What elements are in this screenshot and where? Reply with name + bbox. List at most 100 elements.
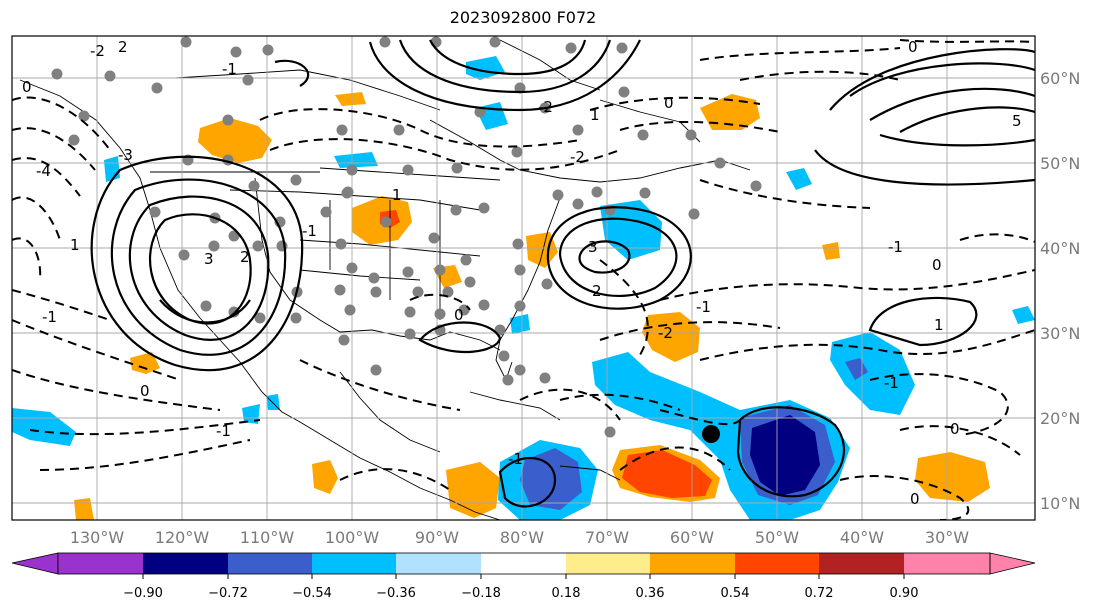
colorbar-segment xyxy=(904,553,990,574)
colorbar-segment xyxy=(228,553,312,574)
contour-label: -1 xyxy=(216,422,231,440)
lat-tick-label: 20°N xyxy=(1040,409,1080,428)
colorbar-tick-label: 0.18 xyxy=(552,586,581,601)
contour-label: 0 xyxy=(22,78,32,96)
contour-label: 0 xyxy=(454,306,464,324)
colorbar-tick-label: −0.36 xyxy=(376,586,416,601)
lon-tick-labels: 130°W 120°W 110°W 100°W 90°W 80°W 70°W 6… xyxy=(70,528,969,547)
contour-label: -1 xyxy=(888,238,903,256)
contour-label: -1 xyxy=(508,450,523,468)
lon-tick-label: 80°W xyxy=(500,528,544,547)
lon-tick-label: 120°W xyxy=(155,528,210,547)
shade-cool-patch xyxy=(510,314,530,334)
map-layers: 2 -2 0 -3 -4 -1 1 3 -1 0 2 -2 1 0 -1 -1 … xyxy=(12,36,1035,520)
contours-dashed xyxy=(12,39,1035,520)
colorbar-segment xyxy=(58,553,143,574)
contour-label: -2 xyxy=(658,324,673,342)
colorbar-segment xyxy=(481,553,566,574)
location-marker xyxy=(702,425,720,443)
colorbar-extend-low xyxy=(11,552,59,575)
map-background xyxy=(12,36,1035,520)
contour-label: 5 xyxy=(1012,112,1022,130)
contour-label: 0 xyxy=(950,420,960,438)
shade-cool-patch xyxy=(12,408,76,446)
colorbar-segment xyxy=(566,553,650,574)
lon-tick-label: 130°W xyxy=(70,528,125,547)
contour-label: -1 xyxy=(42,308,57,326)
shade-cool-patch xyxy=(1012,306,1035,324)
colorbar-segment xyxy=(396,553,481,574)
lat-tick-label: 10°N xyxy=(1040,494,1080,513)
shade-warm-patch xyxy=(335,92,366,106)
contour-label: -3 xyxy=(118,146,133,164)
colorbar-tick-label: 0.36 xyxy=(636,586,665,601)
contour-label: -2 xyxy=(538,98,553,116)
shade-warm-patch xyxy=(130,352,160,374)
shade-cool-core xyxy=(520,448,582,510)
colorbar-tick-label: 0.90 xyxy=(890,586,919,601)
contour-label: 3 xyxy=(588,238,598,256)
map-title: 2023092800 F072 xyxy=(449,8,597,27)
colorbar-tick-label: −0.72 xyxy=(208,586,248,601)
shade-warm-patch xyxy=(642,312,700,362)
contour-label: -1 xyxy=(302,222,317,240)
contours-solid xyxy=(90,39,1035,508)
colorbar-extend-high xyxy=(989,552,1036,575)
shaded-fields xyxy=(12,56,1035,520)
gridlines xyxy=(12,36,1035,520)
contour-label: -1 xyxy=(222,60,237,78)
shade-cool-patch xyxy=(334,152,378,168)
contour-label: 0 xyxy=(140,382,150,400)
shade-cool-patch xyxy=(600,200,662,260)
station-dots xyxy=(51,36,762,438)
lon-tick-label: 30°W xyxy=(925,528,969,547)
colorbar-tick-label: −0.54 xyxy=(292,586,332,601)
shade-warm-patch xyxy=(822,242,840,260)
colorbar-tick-label: 0.72 xyxy=(805,586,834,601)
contour-label: 3 xyxy=(204,250,214,268)
map-frame xyxy=(11,35,1036,521)
contour-label: -2 xyxy=(90,42,105,60)
shade-cool-patch xyxy=(466,56,505,80)
shade-warm-patch xyxy=(312,460,338,494)
lon-tick-label: 60°W xyxy=(670,528,714,547)
shade-warm-core xyxy=(622,450,712,498)
shade-warm-patch xyxy=(198,118,272,163)
colorbar-tick-labels: −0.90 −0.72 −0.54 −0.36 −0.18 0.18 0.36 … xyxy=(123,586,918,601)
contour-label: 1 xyxy=(70,236,80,254)
contour-label: 2 xyxy=(118,38,128,56)
shade-cool-patch xyxy=(242,404,260,424)
colorbar-tick-label: −0.90 xyxy=(123,586,163,601)
colorbar-segment xyxy=(650,553,735,574)
colorbar-segment xyxy=(143,553,228,574)
contour-label: 0 xyxy=(908,38,918,56)
lat-tick-label: 40°N xyxy=(1040,239,1080,258)
contour-label: 0 xyxy=(664,94,674,112)
contour-label: -1 xyxy=(884,374,899,392)
colorbar-outline xyxy=(57,552,991,575)
lon-tick-label: 110°W xyxy=(240,528,295,547)
contour-label: 1 xyxy=(590,106,600,124)
contour-label: 1 xyxy=(934,316,944,334)
lon-tick-label: 90°W xyxy=(415,528,459,547)
lat-tick-labels: 10°N 20°N 30°N 40°N 50°N 60°N xyxy=(1040,69,1080,513)
contour-label: 0 xyxy=(910,490,920,508)
shade-warm-patch xyxy=(446,462,500,518)
contour-label: 1 xyxy=(392,186,402,204)
colorbar: −0.90 −0.72 −0.54 −0.36 −0.18 0.18 0.36 … xyxy=(11,552,1036,601)
colorbar-segment xyxy=(312,553,396,574)
lat-tick-label: 50°N xyxy=(1040,154,1080,173)
shade-warm-patch xyxy=(915,452,990,502)
contour-label: -1 xyxy=(696,298,711,316)
lat-tick-label: 60°N xyxy=(1040,69,1080,88)
contour-labels: 2 -2 0 -3 -4 -1 1 3 -1 0 2 -2 1 0 -1 -1 … xyxy=(22,38,1022,508)
colorbar-tick-label: 0.54 xyxy=(721,586,750,601)
contour-label: 2 xyxy=(592,282,602,300)
lon-tick-label: 70°W xyxy=(585,528,629,547)
contour-label: 2 xyxy=(240,248,250,266)
contour-label: -4 xyxy=(36,162,51,180)
shade-strong-cool-core xyxy=(750,415,820,496)
colorbar-tick-label: −0.18 xyxy=(461,586,501,601)
contour-label: 0 xyxy=(932,256,942,274)
